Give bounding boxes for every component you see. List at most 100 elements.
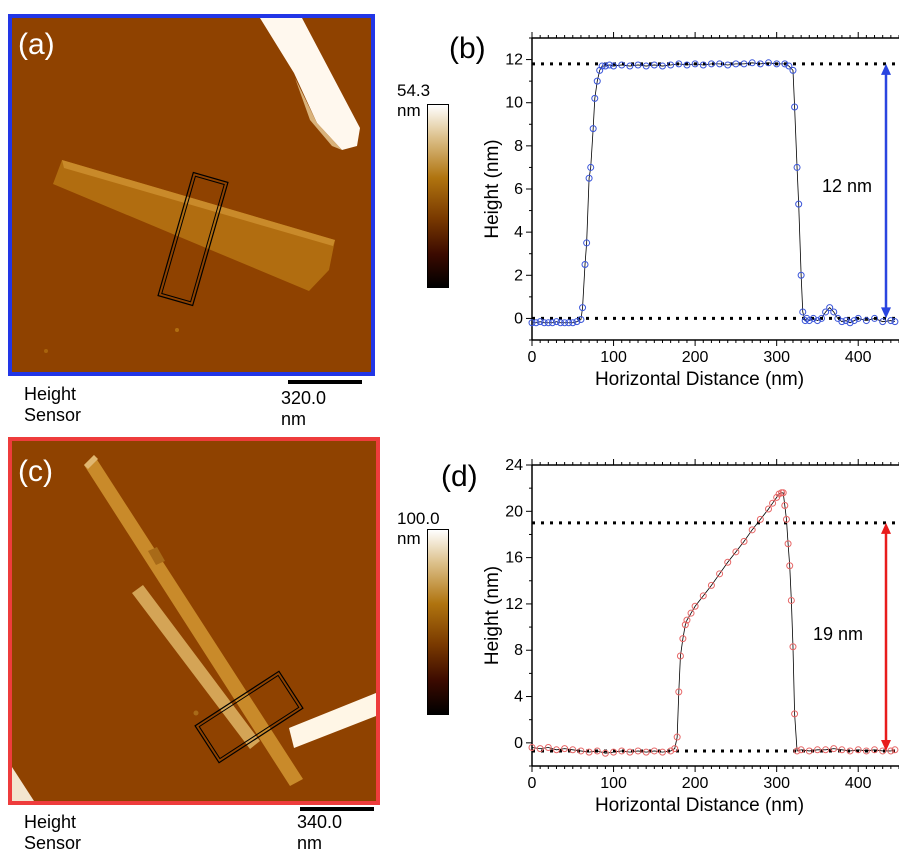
- data-point: [650, 61, 658, 69]
- data-point: [846, 319, 854, 327]
- data-point: [565, 319, 573, 327]
- data-point: [618, 747, 626, 755]
- data-point: [589, 125, 597, 133]
- data-point: [769, 499, 777, 507]
- data-point: [813, 317, 821, 325]
- long-ribbon: [84, 455, 303, 786]
- height-annotation: 19 nm: [813, 624, 863, 644]
- data-point: [854, 314, 862, 322]
- data-point: [805, 747, 813, 755]
- profile-box-a: [157, 171, 229, 307]
- data-point: [830, 308, 838, 316]
- corner-flake: [12, 767, 34, 801]
- x-axis-label: Horizontal Distance (nm): [595, 795, 804, 816]
- y-tick-label: 8: [514, 642, 523, 659]
- data-point: [610, 62, 618, 70]
- data-point: [683, 61, 691, 69]
- data-point: [536, 318, 544, 326]
- data-point: [585, 174, 593, 182]
- data-point: [610, 748, 618, 756]
- data-point: [683, 616, 691, 624]
- data-point: [634, 747, 642, 755]
- data-point: [716, 570, 724, 578]
- colorbar-a: [427, 104, 449, 288]
- data-point: [801, 317, 809, 325]
- data-point: [658, 62, 666, 70]
- data-point: [765, 505, 773, 513]
- height-annotation: 12 nm: [822, 176, 872, 196]
- data-point: [732, 548, 740, 556]
- data-point: [795, 200, 803, 208]
- chart-d: 0 100 200 300 400 0 4 8 12 16 20 24 Horizontal Dista…: [441, 457, 899, 816]
- data-point: [740, 537, 748, 545]
- data-point: [793, 747, 801, 755]
- data-point: [605, 61, 613, 69]
- scalebar-label-a: 320.0 nm: [281, 388, 327, 429]
- afm-topography-a: [12, 18, 371, 372]
- data-point: [536, 745, 544, 753]
- data-point: [687, 609, 695, 617]
- data-point: [842, 317, 850, 325]
- data-point: [862, 317, 870, 325]
- particle: [175, 328, 179, 332]
- panel-label-c: (c): [18, 455, 53, 488]
- arrow-head-top: [881, 63, 891, 75]
- colorbar-label-c: 100.0 nm: [397, 509, 440, 548]
- data-point: [675, 688, 683, 696]
- y-tick-label: 2: [514, 267, 523, 284]
- y-tick-label: 0: [514, 310, 523, 327]
- data-point: [528, 743, 536, 751]
- data-point: [809, 314, 817, 322]
- data-point: [634, 61, 642, 69]
- x-tick-label: 400: [845, 349, 872, 366]
- x-tick-label: 300: [763, 775, 790, 792]
- data-point: [822, 746, 830, 754]
- data-point: [773, 60, 781, 68]
- data-point: [593, 747, 601, 755]
- data-point: [671, 745, 679, 753]
- data-point: [676, 652, 684, 660]
- x-tick-label: 200: [682, 349, 709, 366]
- y-axis-label: Height (nm): [482, 139, 503, 238]
- particle: [193, 710, 199, 716]
- data-point: [658, 748, 666, 756]
- data-point: [789, 66, 797, 74]
- data-point: [626, 62, 634, 70]
- data-point: [642, 748, 650, 756]
- data-point: [826, 304, 834, 312]
- data-point: [786, 562, 794, 570]
- flake-a: [53, 160, 335, 291]
- x-tick-label: 0: [528, 775, 537, 792]
- data-point: [871, 746, 879, 754]
- data-point: [879, 318, 887, 326]
- data-point: [691, 60, 699, 68]
- data-point: [732, 60, 740, 68]
- particle: [44, 349, 48, 353]
- data-point: [577, 316, 585, 324]
- data-point: [667, 747, 675, 755]
- data-point: [791, 710, 799, 718]
- colorbar-c: [427, 529, 449, 715]
- data-point: [544, 319, 552, 327]
- data-point: [854, 746, 862, 754]
- data-point: [699, 592, 707, 600]
- long-ribbon-tip: [84, 455, 98, 469]
- data-point: [587, 163, 595, 171]
- data-point: [748, 59, 756, 67]
- data-point: [681, 621, 689, 629]
- data-point: [585, 748, 593, 756]
- data-point: [544, 743, 552, 751]
- data-point: [573, 318, 581, 326]
- panel-label-d: (d): [441, 460, 478, 493]
- data-point: [552, 318, 560, 326]
- afm-image-c: (c): [8, 437, 380, 805]
- data-point: [797, 271, 805, 279]
- scalebar-c: [300, 807, 374, 811]
- data-point: [673, 733, 681, 741]
- y-tick-label: 16: [505, 550, 523, 567]
- data-point: [803, 314, 811, 322]
- profile-box-c: [194, 670, 304, 764]
- data-point: [778, 489, 786, 497]
- data-point: [781, 60, 789, 68]
- x-tick-label: 400: [845, 775, 872, 792]
